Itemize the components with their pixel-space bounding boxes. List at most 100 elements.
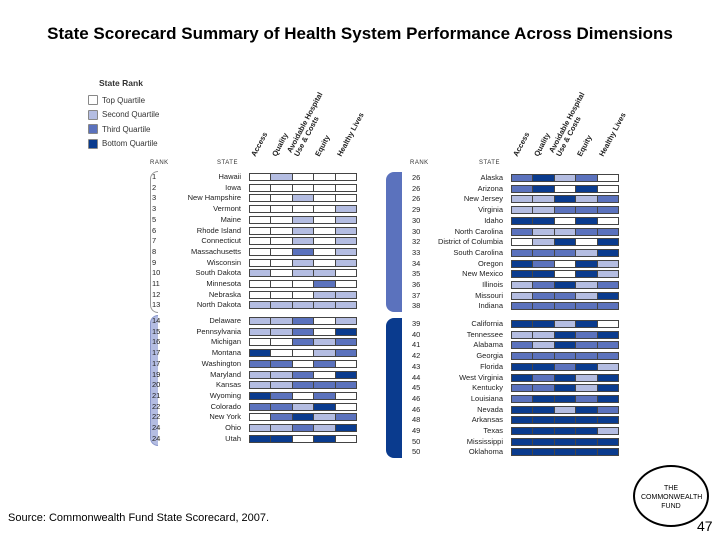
heatmap-cell [313,349,336,358]
heatmap-cell [532,448,555,457]
heatmap-cell [291,338,315,347]
legend-item: Third Quartile [88,122,159,137]
heatmap-cell [596,302,619,311]
heatmap-cell [575,373,598,382]
rank-value: 34 [412,258,421,268]
state-name: New York [209,412,241,422]
heatmap-cell [313,370,336,379]
heatmap-cell [249,290,272,299]
heatmap-cell [553,384,577,393]
heatmap-cell [596,448,619,457]
heatmap-cell [532,437,555,446]
page-title: State Scorecard Summary of Health System… [47,24,673,43]
heatmap-cell [313,290,336,299]
heatmap-cell [511,416,534,425]
heatmap-cell [532,238,555,247]
heatmap-cell [334,290,357,299]
heatmap-cell [596,291,619,300]
rank-value: 26 [412,183,421,193]
legend-label: Second Quartile [102,110,160,120]
rank-value: 17 [152,358,161,368]
rank-value: 24 [152,433,161,443]
legend-title: State Rank [99,78,143,88]
heatmap-cell [511,281,534,289]
heatmap-cell [575,281,598,289]
heatmap-cell [334,370,357,379]
heatmap-cell [532,174,555,182]
state-name: Delaware [209,316,241,325]
heatmap-cell [553,302,577,311]
heatmap-cell [334,391,357,400]
heatmap-cell [553,195,577,204]
rank-value: 46 [412,404,421,414]
heatmap-cell [553,341,577,350]
heatmap-cell [249,402,272,411]
heatmap-cell [270,359,293,368]
heatmap-cell [249,327,272,336]
heatmap-cell [334,247,357,256]
heatmap-cell [511,206,534,215]
state-name: Vermont [213,204,241,214]
heatmap-cell [313,359,336,368]
heatmap-cell [249,413,272,422]
rank-value: 48 [412,415,421,425]
heatmap-cell [553,227,577,236]
rank-value: 8 [152,246,157,256]
heatmap-cell [511,270,534,279]
heatmap-cell [553,427,577,435]
state-name: Nebraska [208,289,241,299]
heatmap-cell [291,391,315,400]
heatmap-cell [575,352,598,361]
heatmap-cell [596,437,619,446]
heatmap-cell [553,184,577,193]
state-name: Iowa [225,182,241,192]
heatmap-cell [511,174,534,182]
heatmap-cell [575,302,598,311]
heatmap-cell [596,238,619,247]
state-name: Oregon [477,258,503,268]
state-name: North Dakota [196,300,241,310]
heatmap-cell [249,173,272,181]
rank-value: 2 [152,182,157,192]
state-name: Florida [480,361,503,371]
rank-value: 16 [152,337,161,347]
rank-value: 12 [152,289,161,299]
rank-value: 15 [152,326,161,336]
heatmap-cell [553,259,577,268]
heatmap-cell [313,205,336,214]
heatmap-cell [553,416,577,425]
heatmap-cell [532,259,555,268]
heatmap-cell [334,301,357,310]
heatmap-cell [575,227,598,236]
rank-value: 40 [412,329,421,339]
heatmap-cell [532,427,555,435]
heatmap-cell [596,362,619,371]
heatmap-cell [575,206,598,215]
heatmap-cell [511,405,534,414]
heatmap-cell [596,352,619,361]
heatmap-cell [596,206,619,215]
heatmap-cell [511,227,534,236]
heatmap-cell [532,362,555,371]
heatmap-cell [291,226,315,235]
heatmap-cell [511,352,534,361]
heatmap-cell [249,424,272,432]
heatmap-cell [553,448,577,457]
heatmap-cell [270,290,293,299]
heatmap-cell [334,173,357,181]
heatmap-cell [291,237,315,246]
group-bracket [386,172,402,313]
heatmap-cell [575,270,598,279]
heatmap-cell [249,391,272,400]
heatmap-cell [249,370,272,379]
heatmap-cell [313,173,336,181]
heatmap-cell [249,381,272,390]
heatmap-cell [532,384,555,393]
heatmap-cell [291,317,315,325]
heatmap-cell [532,291,555,300]
heatmap-cell [249,359,272,368]
heatmap-cell [553,174,577,182]
heatmap-cell [270,205,293,214]
rank-value: 42 [412,351,421,361]
heatmap-cell [334,317,357,325]
